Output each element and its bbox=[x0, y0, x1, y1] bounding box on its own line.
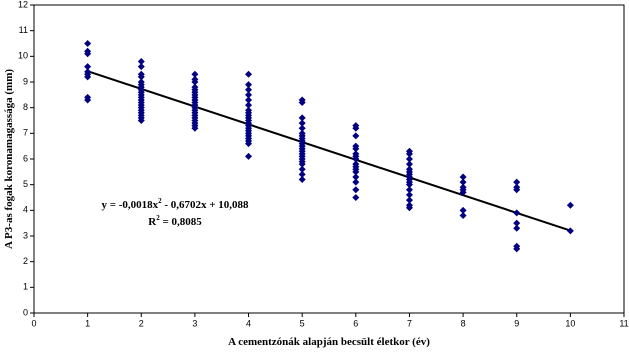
x-axis-label: A cementzónák alapján becsült életkor (é… bbox=[228, 336, 430, 348]
x-tick-label: 11 bbox=[619, 318, 628, 328]
x-tick-label: 8 bbox=[461, 318, 466, 328]
data-point bbox=[352, 186, 360, 194]
y-tick-label: 7 bbox=[23, 128, 28, 138]
data-point bbox=[298, 114, 306, 122]
trend-equation: y = -0,0018x2 - 0,6702x + 10,088 bbox=[101, 197, 249, 211]
data-point bbox=[352, 145, 360, 153]
data-point bbox=[405, 186, 413, 194]
y-tick-label: 12 bbox=[18, 0, 28, 9]
data-point bbox=[513, 186, 521, 194]
x-tick-label: 0 bbox=[31, 318, 36, 328]
data-point bbox=[459, 188, 467, 196]
data-point bbox=[137, 57, 145, 65]
data-point bbox=[245, 91, 253, 99]
data-point bbox=[84, 73, 92, 81]
eq-part: y = -0,0018x bbox=[101, 199, 158, 211]
eq-sup: 2 bbox=[158, 197, 162, 205]
data-point bbox=[245, 81, 253, 89]
y-tick-label: 10 bbox=[18, 51, 28, 61]
data-point bbox=[84, 63, 92, 71]
x-tick-label: 1 bbox=[85, 318, 90, 328]
data-point bbox=[405, 160, 413, 168]
data-point bbox=[298, 124, 306, 132]
data-point bbox=[513, 219, 521, 227]
y-tick-label: 6 bbox=[23, 153, 28, 163]
data-point bbox=[405, 204, 413, 212]
y-tick-label: 5 bbox=[23, 179, 28, 189]
r-squared: R2 = 0,8085 bbox=[148, 214, 202, 228]
data-point bbox=[298, 176, 306, 184]
data-point bbox=[405, 181, 413, 189]
data-point bbox=[352, 194, 360, 201]
trendline bbox=[87, 70, 571, 232]
y-axis-label: A P3-as fogak koronamagassága (mm) bbox=[3, 69, 15, 249]
y-tick-label: 0 bbox=[23, 307, 28, 317]
y-tick-label: 3 bbox=[23, 230, 28, 240]
data-point bbox=[137, 117, 145, 124]
data-point bbox=[352, 155, 360, 163]
plot-frame bbox=[33, 4, 625, 314]
data-point bbox=[84, 40, 92, 47]
data-point bbox=[298, 160, 306, 168]
y-tick-label: 9 bbox=[23, 76, 28, 86]
data-point bbox=[191, 124, 199, 132]
data-point bbox=[459, 211, 467, 219]
data-point bbox=[459, 178, 467, 186]
data-point bbox=[245, 96, 253, 104]
data-point bbox=[352, 173, 360, 181]
x-tick-label: 7 bbox=[407, 318, 412, 328]
x-tick-label: 2 bbox=[139, 318, 144, 328]
data-point bbox=[352, 168, 360, 176]
x-tick-label: 9 bbox=[514, 318, 519, 328]
x-tick-label: 4 bbox=[246, 318, 251, 328]
data-point bbox=[245, 152, 253, 160]
y-tick-label: 11 bbox=[19, 25, 28, 35]
data-point bbox=[245, 101, 253, 109]
data-point bbox=[513, 245, 521, 253]
data-point bbox=[566, 227, 574, 235]
x-tick-label: 3 bbox=[192, 318, 197, 328]
x-tick-label: 10 bbox=[565, 318, 575, 328]
data-point bbox=[245, 140, 253, 148]
data-point bbox=[405, 196, 413, 204]
r2-part: = 0,8085 bbox=[160, 216, 203, 228]
data-point bbox=[298, 170, 306, 178]
data-point bbox=[137, 63, 145, 71]
data-point bbox=[405, 191, 413, 199]
r2-part: R bbox=[148, 216, 157, 228]
y-tick-label: 1 bbox=[23, 282, 28, 292]
data-point bbox=[566, 201, 574, 209]
data-point bbox=[352, 178, 360, 186]
data-point bbox=[352, 124, 360, 132]
data-point bbox=[298, 165, 306, 173]
data-point bbox=[84, 96, 92, 104]
data-point bbox=[245, 86, 253, 94]
data-point bbox=[352, 132, 360, 140]
data-point bbox=[513, 178, 521, 186]
data-point bbox=[405, 155, 413, 163]
r2-sup: 2 bbox=[156, 214, 160, 222]
data-point bbox=[459, 173, 467, 181]
data-point bbox=[191, 78, 199, 86]
data-point bbox=[405, 150, 413, 158]
y-tick-label: 8 bbox=[23, 102, 28, 112]
data-point bbox=[298, 99, 306, 107]
data-point bbox=[459, 206, 467, 214]
data-point bbox=[245, 70, 253, 78]
data-point bbox=[84, 50, 92, 58]
y-tick-label: 2 bbox=[23, 256, 28, 266]
data-point bbox=[298, 119, 306, 127]
x-tick-label: 5 bbox=[300, 318, 305, 328]
eq-part: - 0,6702x + 10,088 bbox=[162, 199, 249, 211]
data-point bbox=[513, 224, 521, 232]
x-tick-label: 6 bbox=[353, 318, 358, 328]
data-point bbox=[191, 70, 199, 78]
data-point bbox=[137, 73, 145, 81]
y-tick-label: 4 bbox=[23, 205, 28, 215]
data-point bbox=[513, 209, 521, 217]
